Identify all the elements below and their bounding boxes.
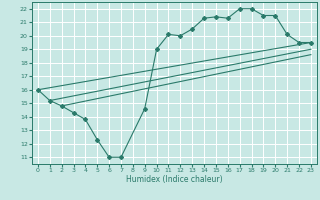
X-axis label: Humidex (Indice chaleur): Humidex (Indice chaleur) <box>126 175 223 184</box>
